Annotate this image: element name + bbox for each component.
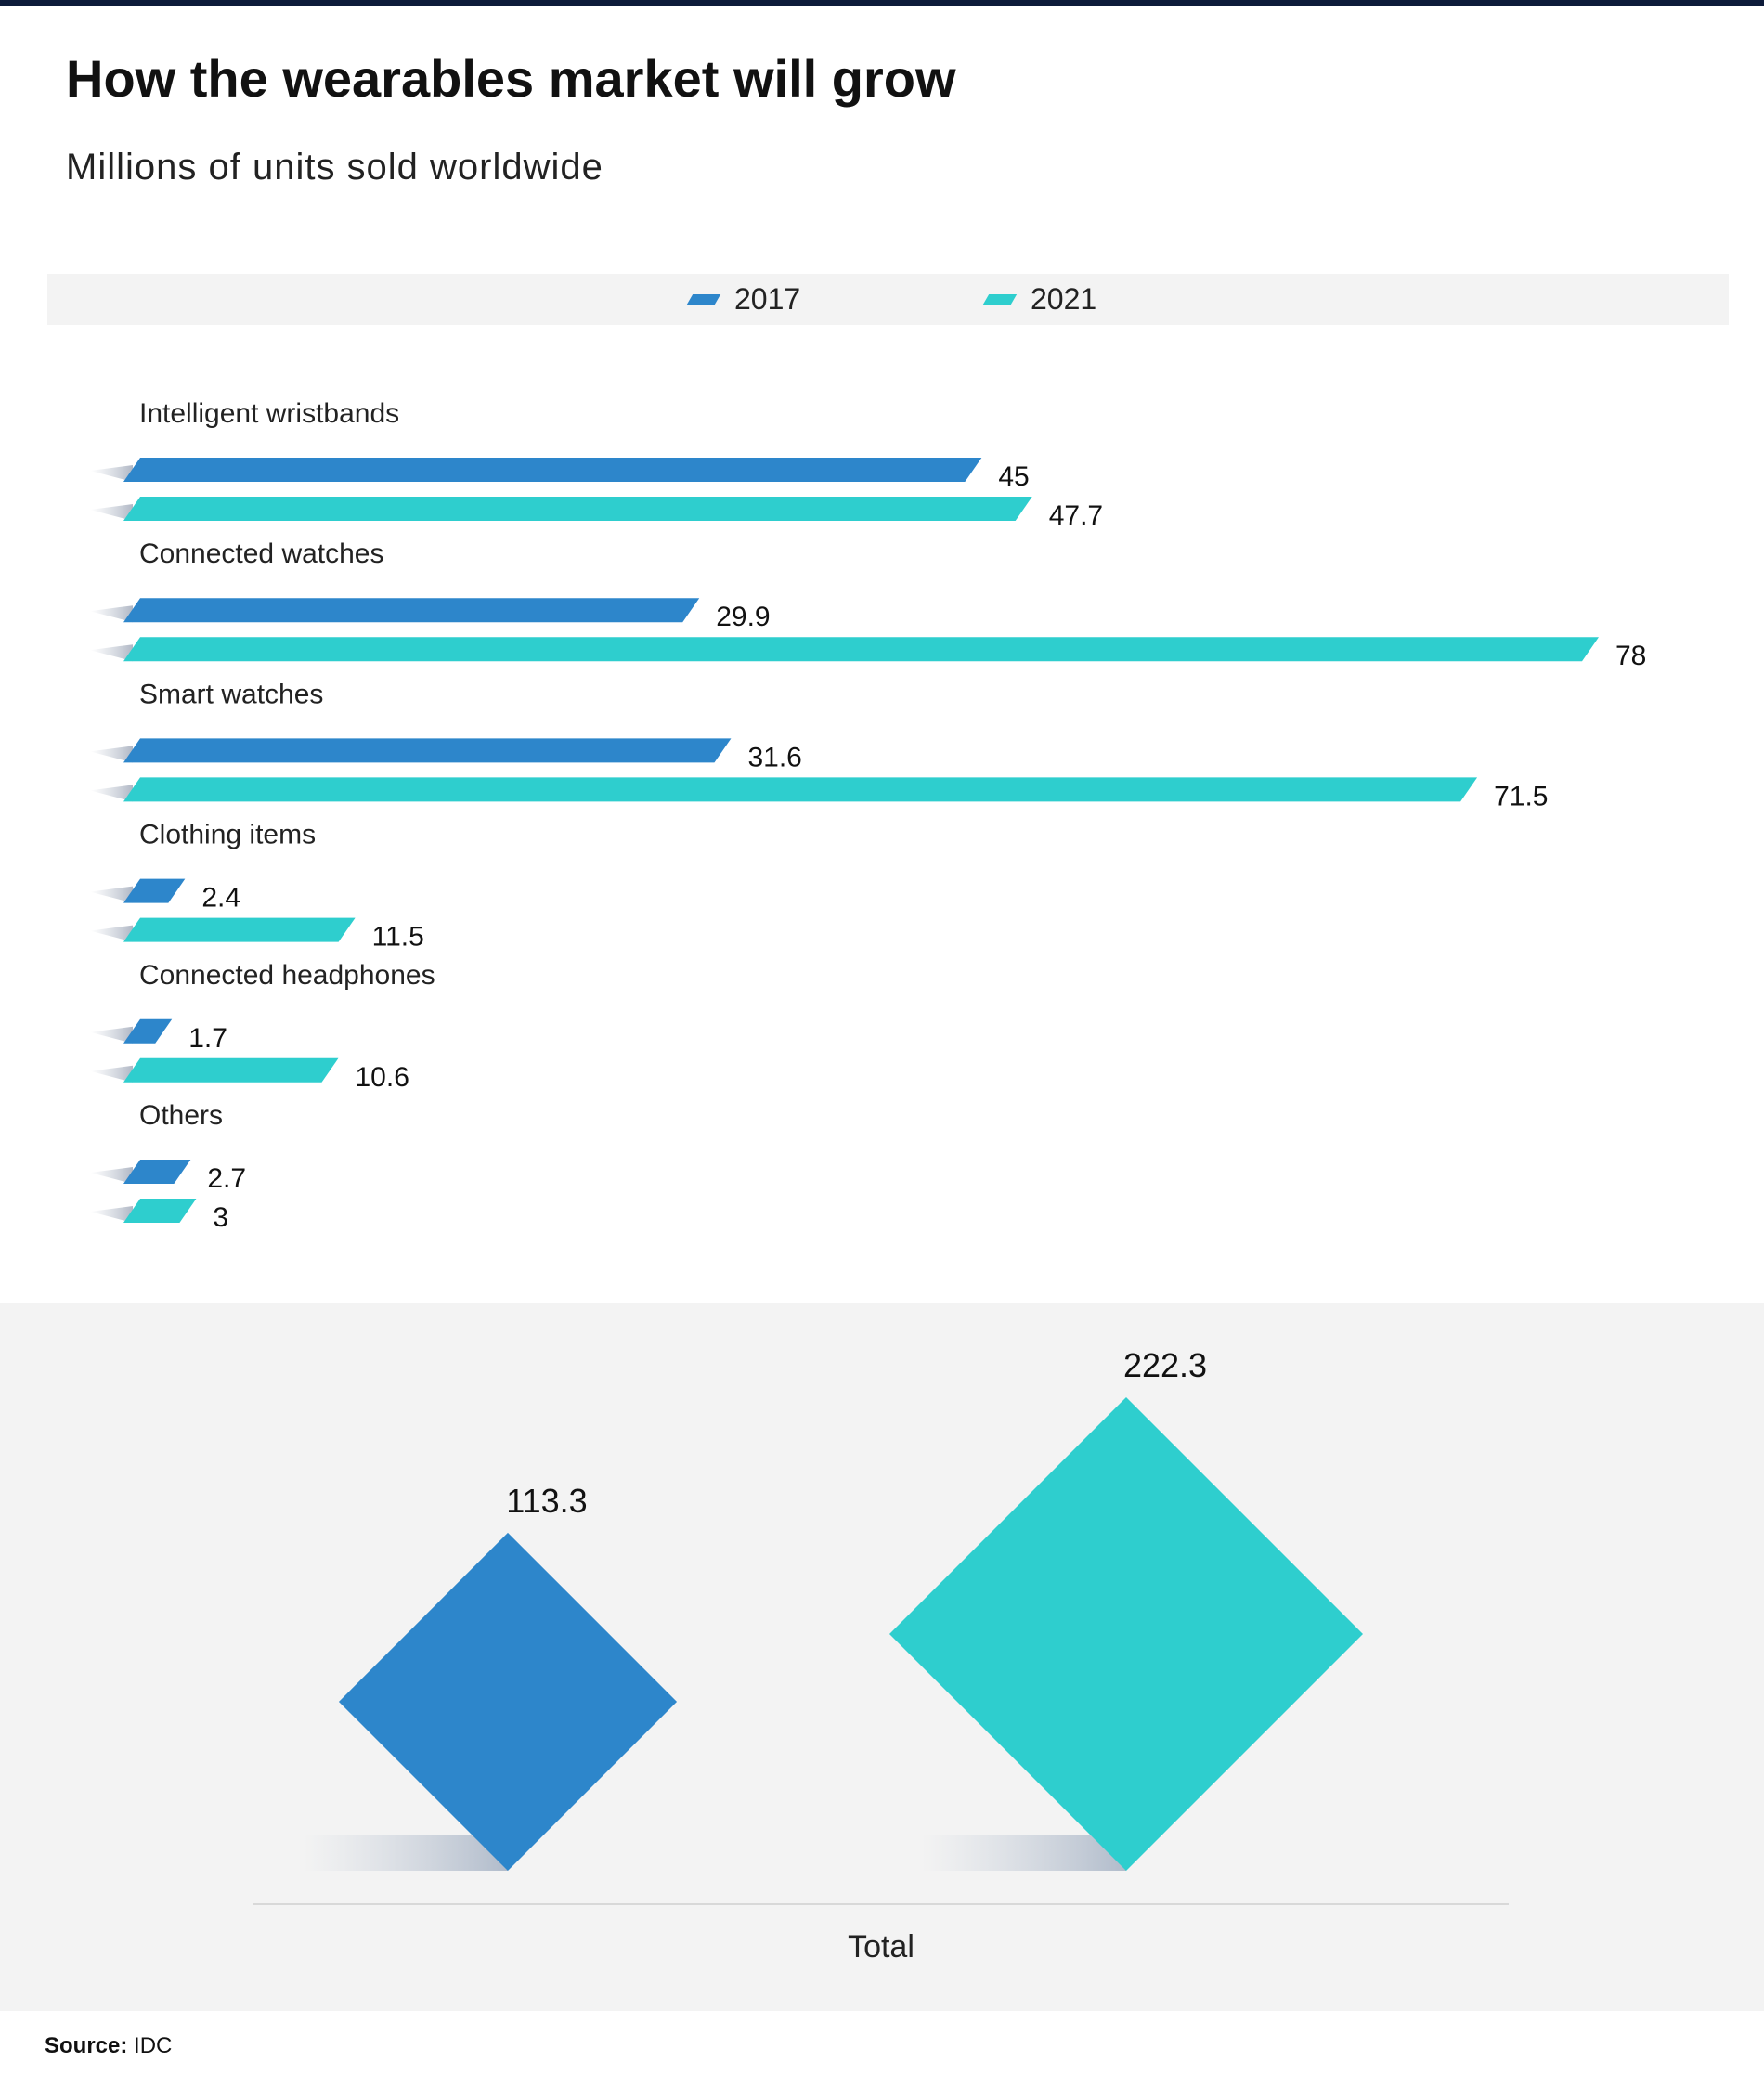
- diamond-shadow-2021: [922, 1835, 1126, 1871]
- total-value-label-2017: 113.3: [506, 1482, 587, 1520]
- category-label-others: Others: [139, 1100, 223, 1131]
- bar-shadow-connected-watches-2017: [90, 605, 133, 623]
- bar-connected-watches-2021: [123, 637, 1599, 662]
- source-note: Source: IDC: [45, 2033, 172, 2059]
- chart-subtitle: Millions of units sold worldwide: [66, 147, 603, 188]
- value-label-clothing-items-2017: 2.4: [201, 883, 240, 914]
- bar-shadow-intelligent-wristbands-2017: [90, 465, 133, 482]
- legend: 2017 2021: [47, 274, 1729, 325]
- value-label-others-2021: 3: [213, 1202, 228, 1233]
- bar-shadow-clothing-items-2017: [90, 886, 133, 903]
- total-section: 113.3 222.3 Total: [0, 1303, 1764, 2011]
- bar-shadow-smart-watches-2017: [90, 746, 133, 763]
- category-label-connected-watches: Connected watches: [139, 538, 384, 569]
- value-label-smart-watches-2021: 71.5: [1494, 781, 1548, 811]
- category-label-clothing-items: Clothing items: [139, 820, 316, 850]
- bar-shadow-connected-headphones-2021: [90, 1065, 133, 1083]
- bar-intelligent-wristbands-2021: [123, 497, 1032, 521]
- bar-connected-headphones-2021: [123, 1057, 339, 1083]
- bar-connected-watches-2017: [123, 598, 700, 623]
- bar-shadow-clothing-items-2021: [90, 925, 133, 942]
- value-label-connected-headphones-2017: 1.7: [188, 1023, 227, 1054]
- value-label-connected-watches-2017: 29.9: [716, 602, 770, 632]
- bar-shadow-smart-watches-2021: [90, 785, 133, 802]
- bar-intelligent-wristbands-2017: [123, 458, 982, 482]
- bar-shadow-others-2021: [90, 1206, 133, 1223]
- category-bar-chart: Intelligent wristbands 45 47.7 Connected wa…: [90, 398, 1646, 1233]
- category-label-intelligent-wristbands: Intelligent wristbands: [139, 398, 399, 429]
- legend-item-2021: 2021: [982, 274, 1097, 325]
- legend-swatch-2017: [686, 294, 721, 305]
- value-label-intelligent-wristbands-2017: 45: [998, 461, 1029, 492]
- total-diamond-chart: 113.3 222.3 Total: [253, 1346, 1509, 1965]
- category-label-connected-headphones: Connected headphones: [139, 960, 435, 991]
- value-label-clothing-items-2021: 11.5: [372, 922, 424, 953]
- value-label-connected-watches-2021: 78: [1615, 641, 1646, 671]
- diamond-shadow-2017: [304, 1835, 508, 1871]
- source-label: Source:: [45, 2033, 128, 2058]
- bar-shadow-connected-headphones-2017: [90, 1026, 133, 1044]
- total-value-label-2021: 222.3: [1123, 1346, 1207, 1384]
- top-accent-bar: [0, 0, 1764, 6]
- legend-label-2021: 2021: [1031, 282, 1097, 316]
- total-diamond-2021: [889, 1397, 1363, 1871]
- value-label-intelligent-wristbands-2021: 47.7: [1049, 500, 1103, 531]
- bar-smart-watches-2021: [123, 777, 1478, 802]
- legend-swatch-2021: [982, 294, 1018, 305]
- value-label-smart-watches-2017: 31.6: [747, 742, 801, 772]
- source-value: IDC: [134, 2033, 173, 2058]
- bar-clothing-items-2021: [123, 917, 356, 942]
- category-label-smart-watches: Smart watches: [139, 679, 323, 709]
- bar-shadow-connected-watches-2021: [90, 644, 133, 662]
- bar-shadow-intelligent-wristbands-2021: [90, 504, 133, 521]
- total-category-label: Total: [848, 1929, 914, 1965]
- legend-label-2017: 2017: [734, 282, 801, 316]
- legend-item-2017: 2017: [686, 274, 801, 325]
- total-diamond-2017: [338, 1532, 678, 1871]
- bar-shadow-others-2017: [90, 1167, 133, 1184]
- bar-others-2021: [123, 1199, 197, 1223]
- bar-others-2017: [123, 1160, 191, 1184]
- value-label-others-2017: 2.7: [207, 1163, 246, 1194]
- bar-smart-watches-2017: [123, 738, 732, 763]
- bar-clothing-items-2017: [123, 878, 186, 903]
- bar-connected-headphones-2017: [123, 1018, 173, 1044]
- value-label-connected-headphones-2021: 10.6: [355, 1062, 409, 1093]
- chart-title: How the wearables market will grow: [66, 49, 956, 108]
